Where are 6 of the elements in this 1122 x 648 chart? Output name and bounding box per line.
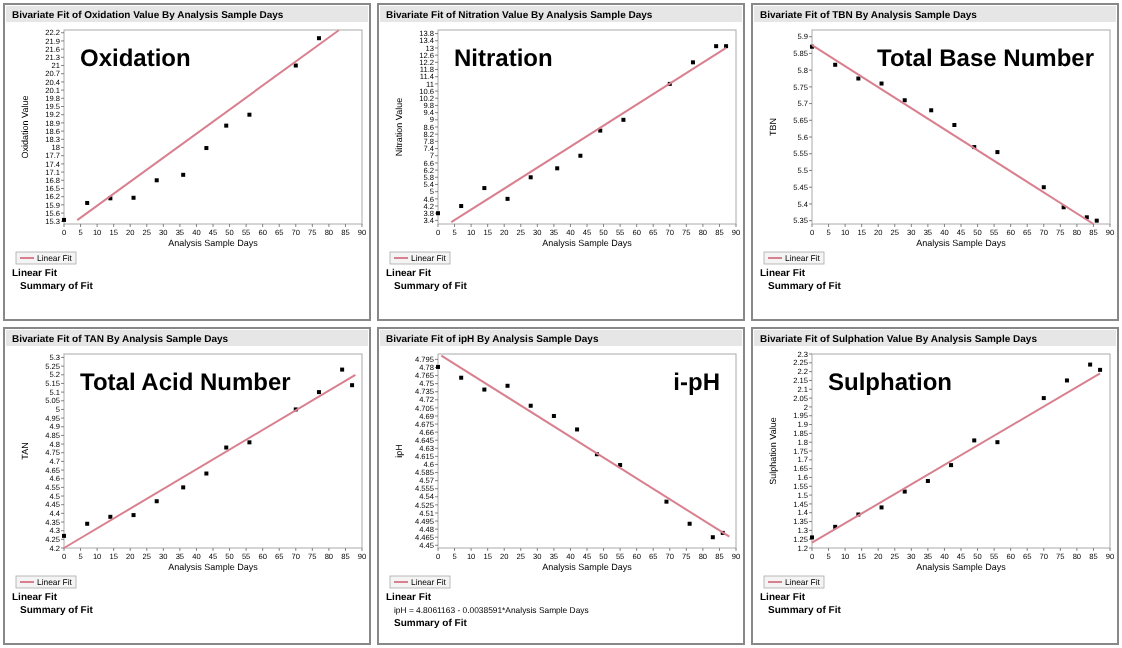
text: Oxidation: [80, 44, 191, 72]
text: Nitration: [454, 44, 553, 72]
text: i-pH: [673, 368, 720, 396]
text: Sulphation: [828, 368, 952, 396]
text: Total Base Number: [877, 44, 1095, 72]
text: Total Acid Number: [80, 368, 292, 396]
